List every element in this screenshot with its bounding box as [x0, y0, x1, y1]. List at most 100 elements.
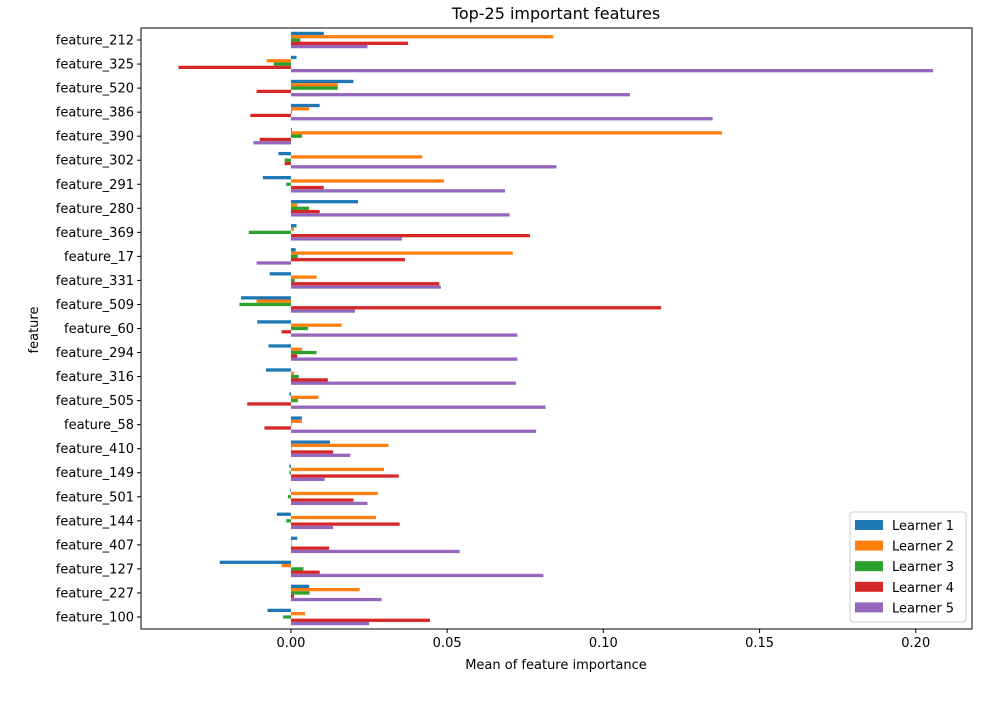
y-tick-label: feature_316: [56, 370, 134, 385]
y-tick-label: feature_509: [56, 298, 134, 313]
bar-feature_127-learner-3: [290, 567, 304, 571]
bar-feature_212-learner-2: [290, 35, 554, 39]
y-tick-label: feature_505: [56, 394, 134, 409]
bar-feature_291-learner-2: [290, 179, 445, 183]
y-tick-label: feature_390: [56, 130, 134, 145]
x-tick-label: 0.00: [276, 636, 305, 651]
bar-feature_390-learner-3: [290, 134, 302, 138]
legend-swatch-learner-5: [855, 602, 883, 613]
bar-feature_227-learner-2: [290, 587, 360, 592]
bar-feature_149-learner-1: [289, 464, 291, 468]
bar-feature_58-learner-1: [290, 416, 302, 420]
bar-feature_144-learner-3: [286, 519, 291, 523]
bar-feature_369-learner-3: [248, 230, 291, 234]
bar-feature_227-learner-3: [290, 591, 310, 595]
bar-feature_505-learner-1: [289, 392, 291, 396]
bar-feature_280-learner-1: [290, 200, 359, 204]
bar-feature_127-learner-1: [219, 560, 291, 564]
bar-feature_60-learner-3: [290, 326, 309, 331]
bar-feature_386-learner-3: [290, 110, 292, 114]
bar-feature_386-learner-1: [290, 103, 320, 108]
bar-feature_144-learner-4: [290, 522, 400, 526]
bar-feature_60-learner-4: [281, 330, 291, 334]
bar-feature_60-learner-5: [290, 333, 518, 337]
bar-feature_325-learner-3: [273, 62, 291, 66]
bar-feature_407-learner-4: [290, 546, 330, 550]
bar-feature_100-learner-1: [267, 608, 291, 613]
bar-feature_520-learner-5: [290, 93, 630, 97]
bar-feature_509-learner-2: [256, 299, 291, 303]
bar-feature_17-learner-2: [290, 251, 513, 255]
bar-feature_302-learner-3: [284, 158, 291, 162]
bar-feature_501-learner-4: [290, 498, 354, 502]
bar-feature_509-learner-1: [240, 296, 291, 300]
x-tick-label: 0.05: [433, 636, 462, 651]
y-tick-label: feature_100: [56, 610, 134, 625]
bar-feature_331-learner-4: [290, 282, 440, 286]
bar-feature_501-learner-2: [290, 491, 378, 496]
bar-feature_410-learner-3: [290, 447, 292, 451]
bar-feature_407-learner-1: [290, 536, 298, 540]
bar-feature_369-learner-4: [290, 233, 530, 238]
bar-feature_227-learner-4: [290, 594, 295, 598]
bar-feature_60-learner-1: [257, 320, 291, 324]
y-tick-label: feature_410: [56, 442, 134, 457]
x-tick-label: 0.20: [901, 636, 930, 651]
bar-feature_509-learner-4: [290, 306, 662, 310]
bar-feature_291-learner-4: [290, 185, 324, 190]
bar-feature_100-learner-3: [283, 615, 291, 619]
bar-feature_144-learner-5: [290, 525, 334, 530]
y-tick-label: feature_127: [56, 562, 134, 577]
bar-feature_294-learner-1: [268, 344, 291, 348]
bar-feature_58-learner-3: [290, 423, 292, 427]
y-tick-label: feature_386: [56, 106, 134, 121]
y-tick-label: feature_17: [64, 250, 134, 265]
bar-feature_386-learner-4: [250, 113, 291, 118]
bar-feature_294-learner-3: [290, 350, 317, 355]
y-tick-label: feature_60: [64, 322, 134, 337]
y-tick-label: feature_501: [56, 490, 134, 505]
bar-feature_390-learner-4: [259, 137, 291, 142]
y-tick-label: feature_291: [56, 178, 134, 193]
bar-feature_325-learner-4: [178, 65, 291, 70]
bar-feature_410-learner-4: [290, 450, 334, 454]
bar-feature_390-learner-2: [290, 131, 723, 135]
bars-layer: [178, 31, 933, 626]
bar-feature_291-learner-5: [290, 189, 505, 193]
bar-feature_127-learner-5: [290, 573, 544, 578]
bar-feature_501-learner-3: [287, 495, 291, 499]
bar-feature_410-learner-2: [290, 443, 389, 448]
bar-feature_390-learner-1: [290, 127, 292, 132]
bar-feature_294-learner-4: [290, 354, 298, 358]
bar-feature_144-learner-1: [276, 512, 291, 516]
bar-feature_17-learner-5: [256, 261, 291, 265]
bar-feature_280-learner-3: [290, 206, 310, 210]
x-axis-label: Mean of feature importance: [465, 658, 647, 673]
bar-feature_100-learner-4: [290, 618, 430, 622]
y-tick-label: feature_407: [56, 538, 134, 553]
bar-feature_302-learner-4: [284, 161, 291, 166]
y-tick-label: feature_294: [56, 346, 134, 361]
bar-feature_520-learner-2: [290, 83, 338, 87]
bar-feature_369-learner-5: [290, 237, 402, 241]
bar-feature_505-learner-3: [290, 398, 298, 403]
bar-feature_331-learner-1: [269, 272, 291, 276]
y-tick-label: feature_144: [56, 514, 134, 529]
bar-feature_149-learner-2: [290, 467, 385, 472]
legend-label-learner-4: Learner 4: [892, 581, 954, 596]
bar-feature_302-learner-2: [290, 155, 423, 159]
bar-feature_17-learner-3: [290, 254, 298, 259]
bar-feature_294-learner-2: [290, 347, 302, 351]
bar-feature_58-learner-4: [264, 426, 291, 430]
bar-feature_505-learner-2: [290, 395, 319, 399]
y-tick-label: feature_149: [56, 466, 134, 481]
bar-feature_505-learner-4: [247, 402, 291, 406]
bar-feature_212-learner-4: [290, 41, 409, 45]
x-tick-label: 0.10: [589, 636, 618, 651]
bar-feature_325-learner-5: [290, 69, 933, 73]
bar-feature_291-learner-1: [262, 176, 291, 180]
bar-feature_331-learner-3: [290, 278, 295, 283]
bar-feature_509-learner-3: [239, 302, 291, 307]
legend-label-learner-1: Learner 1: [892, 519, 954, 534]
